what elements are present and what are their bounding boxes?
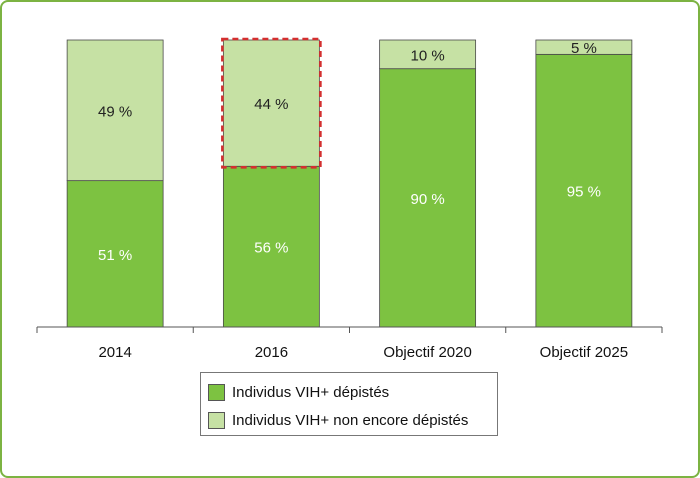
x-tick-label-2016: 2016: [255, 344, 288, 361]
data-label-objectif-2025-non-depistes: 5 %: [571, 40, 597, 57]
legend-item-non-depistes: Individus VIH+ non encore dépistés: [208, 410, 468, 430]
data-label-2016-depistes: 56 %: [254, 240, 288, 257]
data-label-objectif-2020-non-depistes: 10 %: [411, 47, 445, 64]
x-tick-label-objectif-2025: Objectif 2025: [540, 344, 628, 361]
legend-label-depistes: Individus VIH+ dépistés: [232, 383, 390, 401]
data-label-2014-depistes: 51 %: [98, 247, 132, 264]
bar-objectif-2020-depistes: [379, 68, 477, 328]
data-label-objectif-2020-depistes: 90 %: [411, 191, 445, 208]
bar-2014-non-depistes: [66, 39, 164, 182]
data-label-objectif-2025-depistes: 95 %: [567, 184, 601, 201]
x-tick-label-objectif-2020: Objectif 2020: [383, 344, 471, 361]
data-label-2014-non-depistes: 49 %: [98, 103, 132, 120]
legend-label-non-depistes: Individus VIH+ non encore dépistés: [232, 411, 469, 429]
legend-swatch-non-depistes: [208, 411, 225, 429]
bar-2016-depistes: [222, 165, 320, 328]
bar-2016-non-depistes: [222, 39, 320, 167]
bar-objectif-2025-depistes: [535, 53, 633, 328]
bar-objectif-2020-non-depistes: [379, 39, 477, 70]
highlight-box-2016: [221, 37, 322, 169]
legend-item-depistes: Individus VIH+ dépistés: [208, 382, 389, 402]
legend: Individus VIH+ dépistés Individus VIH+ n…: [200, 372, 498, 436]
bar-objectif-2025-non-depistes: [535, 39, 633, 55]
bar-2014-depistes: [66, 180, 164, 328]
data-label-2016-non-depistes: 44 %: [254, 96, 288, 113]
legend-swatch-depistes: [208, 383, 225, 401]
x-tick-label-2014: 2014: [98, 344, 131, 361]
